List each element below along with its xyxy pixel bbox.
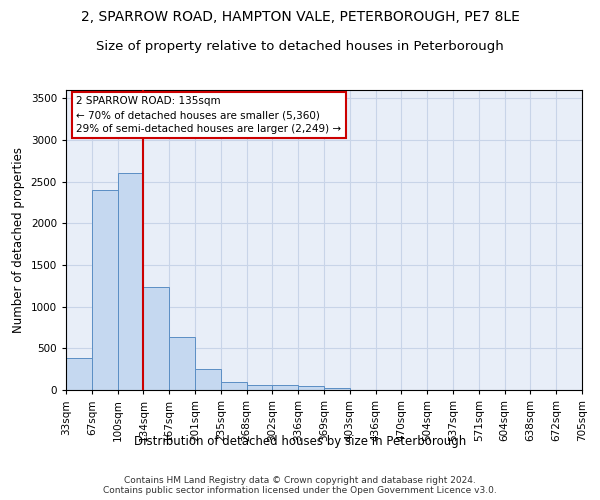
Text: 2, SPARROW ROAD, HAMPTON VALE, PETERBOROUGH, PE7 8LE: 2, SPARROW ROAD, HAMPTON VALE, PETERBORO… bbox=[80, 10, 520, 24]
Y-axis label: Number of detached properties: Number of detached properties bbox=[12, 147, 25, 333]
Bar bbox=[324, 388, 350, 390]
Bar bbox=[92, 190, 118, 390]
Bar bbox=[169, 336, 195, 390]
Text: Distribution of detached houses by size in Peterborough: Distribution of detached houses by size … bbox=[134, 435, 466, 448]
Bar bbox=[221, 382, 247, 390]
Bar bbox=[272, 384, 298, 390]
Text: Size of property relative to detached houses in Peterborough: Size of property relative to detached ho… bbox=[96, 40, 504, 53]
Bar bbox=[195, 369, 221, 390]
Bar bbox=[66, 358, 92, 390]
Bar bbox=[298, 386, 324, 390]
Bar bbox=[143, 286, 169, 390]
Bar bbox=[247, 384, 272, 390]
Bar bbox=[118, 174, 143, 390]
Text: Contains HM Land Registry data © Crown copyright and database right 2024.
Contai: Contains HM Land Registry data © Crown c… bbox=[103, 476, 497, 495]
Text: 2 SPARROW ROAD: 135sqm
← 70% of detached houses are smaller (5,360)
29% of semi-: 2 SPARROW ROAD: 135sqm ← 70% of detached… bbox=[76, 96, 341, 134]
